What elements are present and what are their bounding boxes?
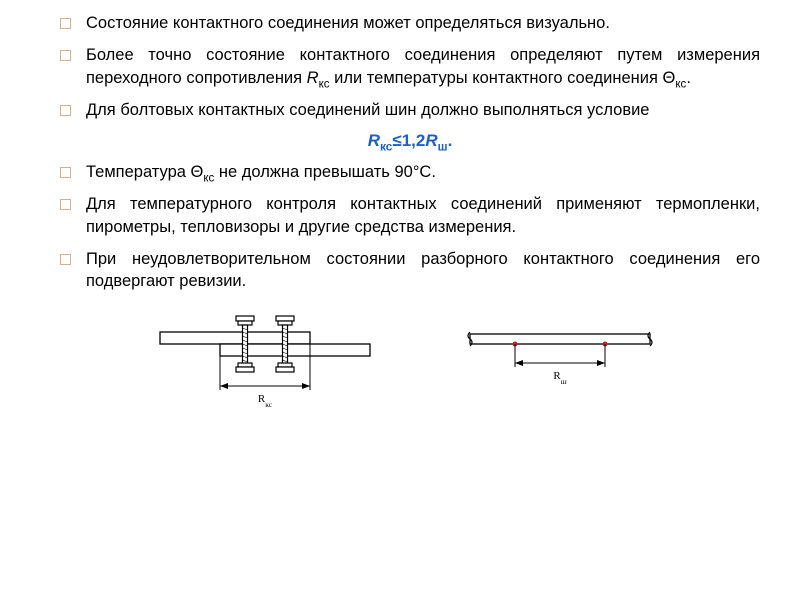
formula: Rкс≤1,2Rш. <box>60 131 760 151</box>
bullet-text: При неудовлетворительном состоянии разбо… <box>86 250 760 290</box>
bullet-item: Для температурного контроля контактных с… <box>60 193 760 238</box>
bullet-text: или температуры контактного соединения Θ <box>330 69 676 87</box>
bullet-item: При неудовлетворительном состоянии разбо… <box>60 248 760 293</box>
formula-op: ≤1,2 <box>392 131 425 150</box>
bullet-text: не должна превышать 90°С. <box>214 163 436 181</box>
svg-text:Rш: Rш <box>553 370 566 386</box>
svg-text:Rкс: Rкс <box>258 393 273 409</box>
formula-r1: R <box>368 131 380 150</box>
subscript: кс <box>675 78 686 90</box>
bullet-text: Состояние контактного соединения может о… <box>86 14 610 32</box>
bullet-item: Состояние контактного соединения может о… <box>60 12 760 34</box>
bullet-text: Для температурного контроля контактных с… <box>86 195 760 235</box>
subscript: кс <box>203 172 214 184</box>
subscript: кс <box>319 78 330 90</box>
bullet-text: . <box>686 69 691 87</box>
formula-r1-sub: кс <box>380 139 392 153</box>
bullet-item: Для болтовых контактных соединений шин д… <box>60 99 760 121</box>
var: R <box>307 69 319 87</box>
busbar-diagram: Rш <box>450 322 670 392</box>
formula-r2-sub: ш <box>438 139 448 153</box>
bullet-text: Температура Θ <box>86 163 203 181</box>
bullet-item: Температура Θкс не должна превышать 90°С… <box>60 161 760 183</box>
bolt-joint-diagram: Rкс <box>150 302 380 412</box>
formula-end: . <box>448 131 453 150</box>
bullet-item: Более точно состояние контактного соедин… <box>60 44 760 89</box>
bullet-text: Для болтовых контактных соединений шин д… <box>86 101 649 119</box>
diagrams-row: Rкс Rш <box>60 302 760 412</box>
formula-r2: R <box>425 131 437 150</box>
